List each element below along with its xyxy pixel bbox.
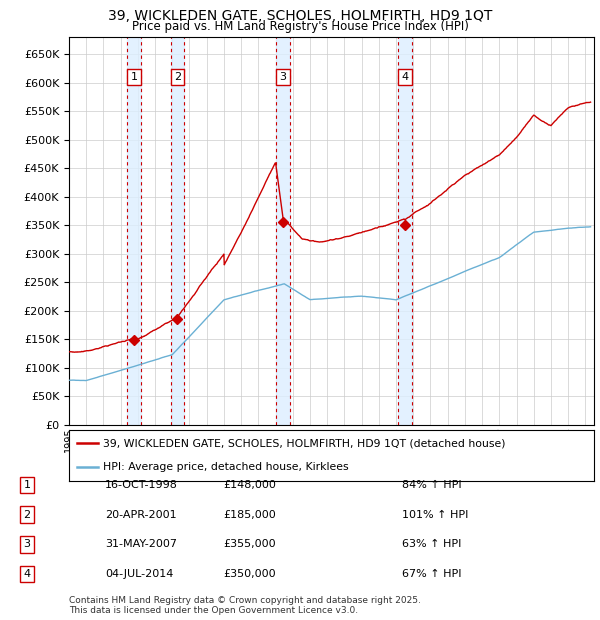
Bar [170,37,184,425]
Text: 63% ↑ HPI: 63% ↑ HPI [402,539,461,549]
Text: 3: 3 [279,72,286,82]
Text: 4: 4 [23,569,31,579]
Text: 31-MAY-2007: 31-MAY-2007 [105,539,177,549]
Text: £148,000: £148,000 [223,480,276,490]
Text: 39, WICKLEDEN GATE, SCHOLES, HOLMFIRTH, HD9 1QT (detached house): 39, WICKLEDEN GATE, SCHOLES, HOLMFIRTH, … [103,438,506,448]
Text: 4: 4 [401,72,408,82]
Bar [127,37,141,425]
Text: £355,000: £355,000 [223,539,276,549]
Text: 67% ↑ HPI: 67% ↑ HPI [402,569,461,579]
Text: £185,000: £185,000 [223,510,276,520]
Text: 16-OCT-1998: 16-OCT-1998 [105,480,178,490]
Text: 84% ↑ HPI: 84% ↑ HPI [402,480,461,490]
Text: 101% ↑ HPI: 101% ↑ HPI [402,510,469,520]
Text: £350,000: £350,000 [223,569,276,579]
Bar [276,37,290,425]
Text: 39, WICKLEDEN GATE, SCHOLES, HOLMFIRTH, HD9 1QT: 39, WICKLEDEN GATE, SCHOLES, HOLMFIRTH, … [108,9,492,24]
Text: 04-JUL-2014: 04-JUL-2014 [105,569,173,579]
Text: 2: 2 [23,510,31,520]
Bar [398,37,412,425]
Text: 2: 2 [174,72,181,82]
Text: Contains HM Land Registry data © Crown copyright and database right 2025.
This d: Contains HM Land Registry data © Crown c… [69,596,421,615]
Text: 20-APR-2001: 20-APR-2001 [105,510,176,520]
Text: Price paid vs. HM Land Registry's House Price Index (HPI): Price paid vs. HM Land Registry's House … [131,20,469,33]
Text: 1: 1 [23,480,31,490]
Text: 1: 1 [131,72,138,82]
Text: HPI: Average price, detached house, Kirklees: HPI: Average price, detached house, Kirk… [103,462,349,472]
Text: 3: 3 [23,539,31,549]
